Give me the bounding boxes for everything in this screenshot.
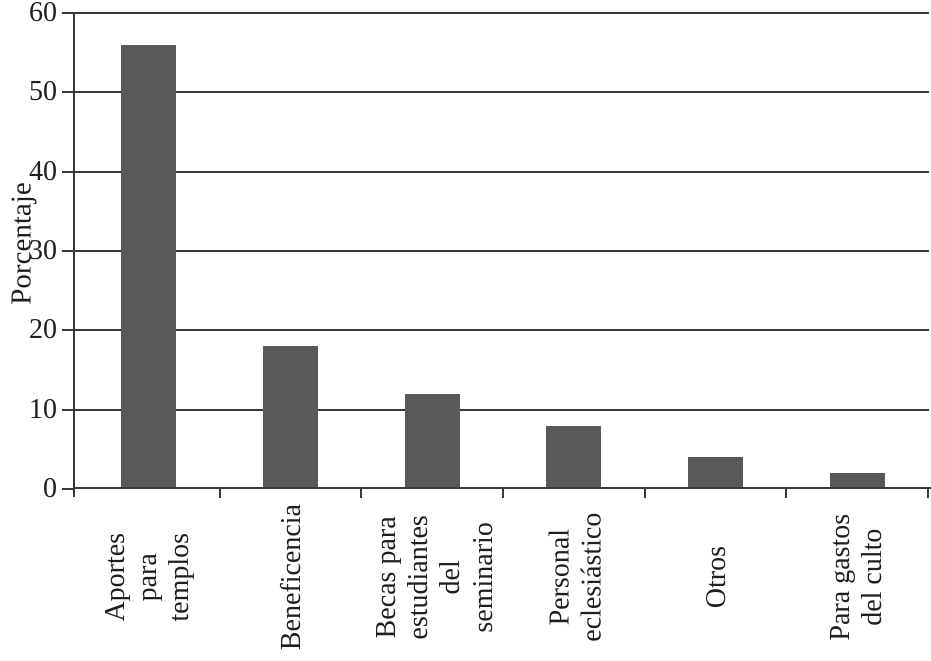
x-category-label: Personal eclesiástico — [543, 512, 608, 642]
x-category-cell-0: Aportes para templos — [78, 497, 219, 657]
y-axis-title-text: Porcentaje — [5, 181, 38, 305]
x-category-label: Otros — [700, 545, 732, 609]
x-axis-labels: Aportes para templos Beneficencia Becas pa… — [78, 497, 928, 657]
x-category-cell-5: Para gastos del culto — [787, 497, 928, 657]
x-category-label: Becas para estudiantes del seminario — [370, 514, 499, 640]
gridline-50 — [73, 91, 929, 94]
y-axis-line — [73, 13, 75, 497]
x-tick-mark-2 — [360, 489, 363, 498]
y-tick-mark-60 — [62, 12, 74, 14]
x-axis-line — [73, 487, 931, 489]
gridline-30 — [73, 250, 929, 252]
plot-area — [73, 12, 929, 489]
y-tick-label-20: 20 — [29, 314, 57, 346]
y-tick-label-60: 60 — [29, 0, 57, 28]
y-tick-mark-10 — [62, 408, 74, 411]
x-category-label: Aportes para templos — [100, 532, 196, 622]
gridline-40 — [73, 170, 929, 173]
gridline-20 — [73, 329, 929, 332]
y-tick-mark-0 — [62, 488, 74, 490]
bar-3 — [546, 425, 602, 489]
x-category-cell-3: Personal eclesiástico — [506, 497, 647, 657]
y-tick-label-50: 50 — [29, 76, 57, 108]
x-tick-mark-4 — [643, 489, 646, 498]
x-category-cell-1: Beneficencia — [219, 497, 365, 657]
bar-1 — [263, 346, 318, 489]
bar-4 — [688, 457, 743, 489]
y-tick-mark-20 — [62, 329, 74, 332]
bar-2 — [404, 393, 460, 489]
y-tick-label-30: 30 — [29, 235, 57, 266]
y-tick-label-40: 40 — [29, 155, 57, 187]
gridline-60 — [73, 12, 929, 14]
x-category-label: Beneficencia — [275, 503, 307, 651]
y-tick-mark-50 — [62, 91, 74, 94]
gridline-10 — [73, 408, 929, 411]
y-axis-title: Porcentaje — [2, 13, 42, 473]
x-tick-mark-5 — [785, 489, 788, 498]
y-tick-label-0: 0 — [43, 473, 57, 504]
bar-0 — [121, 44, 177, 489]
x-tick-mark-1 — [218, 489, 221, 498]
y-tick-mark-40 — [62, 170, 74, 173]
x-tick-mark-3 — [502, 489, 504, 498]
y-tick-mark-30 — [62, 250, 74, 252]
bar-5 — [829, 473, 885, 489]
y-tick-label-10: 10 — [29, 393, 57, 425]
x-tick-mark-6 — [927, 489, 929, 498]
x-category-cell-4: Otros — [646, 497, 787, 657]
x-category-label: Para gastos del culto — [825, 513, 889, 641]
x-category-cell-2: Becas para estudiantes del seminario — [365, 497, 506, 657]
